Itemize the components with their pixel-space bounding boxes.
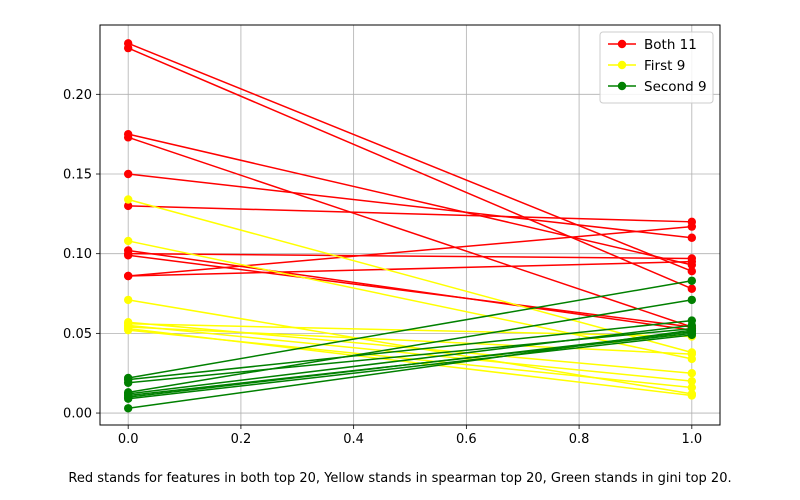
second-9-line	[128, 319, 692, 381]
legend-swatch-marker	[617, 39, 627, 49]
first-9-point	[687, 391, 697, 400]
both-11-line	[128, 254, 692, 328]
first-9-line	[128, 321, 692, 374]
plot-frame	[99, 24, 721, 426]
series-both-11	[123, 39, 697, 335]
line-chart: 0.0 0.2 0.4 0.6 0.8 1.0 0.00 0.05 0.10 0.15 0.20 B…	[63, 24, 721, 447]
both-11-line	[128, 205, 692, 223]
both-11-point	[687, 233, 697, 242]
y-tick-label: 0.10	[63, 247, 92, 262]
figure-caption: Red stands for features in both top 20, …	[68, 471, 732, 486]
second-9-line	[128, 329, 692, 410]
second-9-line	[128, 299, 692, 394]
both-11-point	[123, 169, 133, 179]
second-9-point	[123, 378, 133, 387]
both-11-point	[687, 222, 697, 231]
second-9-point	[687, 276, 697, 285]
x-tick-label: 1.0	[681, 432, 702, 447]
legend: Both 11 First 9 Second 9	[599, 31, 714, 104]
both-11-point	[687, 267, 697, 276]
both-11-point	[123, 133, 133, 142]
second-9-line	[128, 324, 692, 395]
first-9-line	[128, 326, 692, 355]
legend-label-both-11: Both 11	[644, 37, 697, 53]
second-9-point	[687, 325, 697, 335]
series-second-9	[123, 276, 697, 413]
first-9-point	[687, 369, 697, 378]
first-9-point	[687, 376, 697, 386]
both-11-line	[128, 133, 692, 266]
x-tick-label: 0.0	[118, 432, 139, 447]
first-9-point	[123, 236, 133, 246]
legend-swatch-marker	[617, 60, 627, 70]
first-9-line	[128, 324, 692, 382]
y-tick-label: 0.00	[63, 407, 92, 422]
both-11-point	[123, 251, 133, 260]
both-11-line	[128, 249, 692, 331]
legend-label-second-9: Second 9	[644, 79, 707, 95]
first-9-point	[123, 195, 133, 204]
second-9-line	[128, 327, 692, 384]
y-tick-label: 0.05	[63, 327, 92, 342]
x-tick-label: 0.2	[231, 432, 252, 447]
both-11-point	[123, 271, 133, 281]
both-11-line	[128, 260, 692, 277]
second-9-point	[687, 295, 697, 305]
both-11-point	[687, 257, 697, 266]
legend-swatch-marker	[617, 81, 627, 91]
first-9-point	[687, 383, 697, 392]
both-11-line	[128, 173, 692, 239]
both-11-line	[128, 225, 692, 277]
legend-label-first-9: First 9	[644, 58, 685, 74]
second-9-line	[128, 334, 692, 400]
first-9-line	[128, 323, 692, 338]
x-tick-label: 0.4	[343, 432, 364, 447]
both-11-line	[127, 47, 693, 290]
both-11-point	[123, 43, 133, 53]
first-9-line	[128, 240, 692, 360]
both-11-line	[127, 136, 693, 328]
both-11-line	[128, 252, 692, 260]
y-tick-label: 0.15	[63, 168, 92, 183]
first-9-point	[123, 325, 133, 335]
first-9-line	[127, 198, 693, 354]
second-9-point	[123, 404, 133, 413]
series-first-9	[123, 195, 697, 400]
data-lines	[123, 39, 697, 413]
first-9-point	[687, 349, 697, 359]
second-9-line	[128, 280, 692, 379]
x-tick-label: 0.8	[569, 432, 590, 447]
both-11-point	[123, 201, 133, 211]
first-9-point	[123, 295, 133, 305]
x-tick-label: 0.6	[456, 432, 477, 447]
second-9-point	[123, 394, 133, 403]
y-tick-label: 0.20	[63, 88, 92, 103]
both-11-point	[687, 284, 697, 293]
axis-ticks: 0.0 0.2 0.4 0.6 0.8 1.0 0.00 0.05 0.10 0.15 0.20	[63, 88, 702, 447]
both-11-line	[127, 42, 693, 272]
first-9-line	[128, 329, 692, 389]
